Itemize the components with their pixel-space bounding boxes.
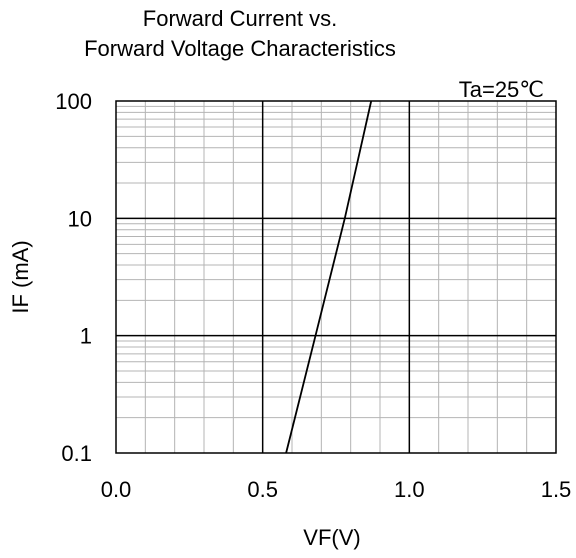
- minor-grid: [116, 101, 556, 453]
- x-tick-labels: 0.0 0.5 1.0 1.5: [101, 477, 572, 502]
- series-group: [285, 100, 373, 454]
- y-tick-label: 0.1: [61, 441, 92, 466]
- y-axis-label: IF (mA): [8, 240, 33, 313]
- y-tick-label: 100: [55, 89, 92, 114]
- x-axis-label: VF(V): [303, 525, 360, 550]
- y-tick-labels: 0.1 1 10 100: [55, 89, 92, 466]
- x-tick-label: 1.5: [541, 477, 572, 502]
- x-tick-label: 0.5: [247, 477, 278, 502]
- plot-frame: [115, 100, 557, 454]
- x-tick-label: 0.0: [101, 477, 132, 502]
- temperature-annotation: Ta=25℃: [459, 77, 544, 102]
- y-tick-label: 10: [68, 206, 92, 231]
- chart-title-line1: Forward Current vs.: [142, 6, 338, 31]
- major-grid: [116, 101, 556, 453]
- x-tick-label: 1.0: [394, 477, 425, 502]
- y-tick-label: 1: [80, 324, 92, 349]
- chart-title-line2: Forward Voltage Characteristics: [84, 36, 396, 61]
- series-line: [285, 100, 373, 454]
